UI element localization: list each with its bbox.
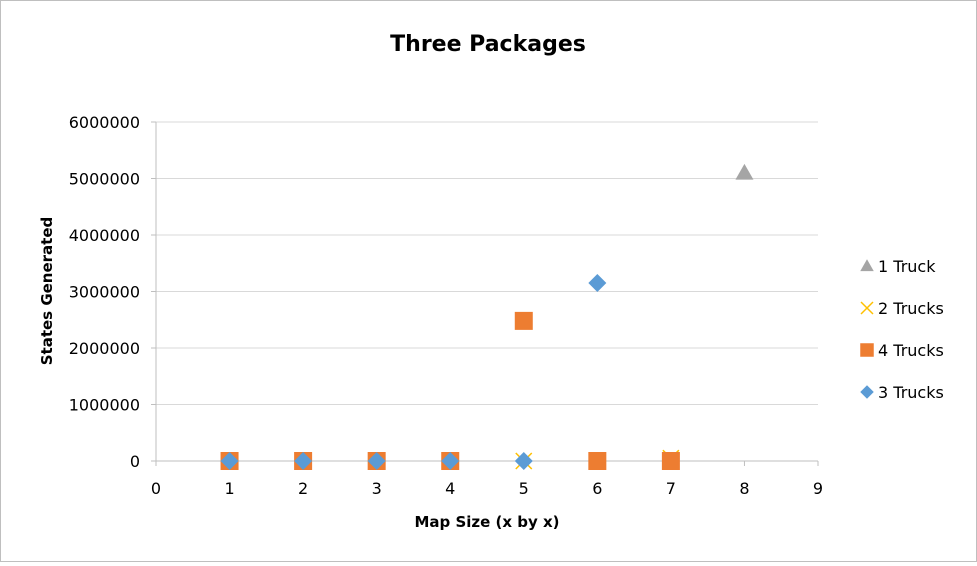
point-3-trucks-0: [220, 452, 239, 470]
y-tick-label-1: 1000000: [69, 396, 140, 415]
y-tick-label-0: 0: [130, 452, 140, 471]
x-tick-label-9: 9: [813, 479, 823, 498]
y-tick-label-2: 2000000: [69, 339, 140, 358]
x-tick-label-4: 4: [445, 479, 455, 498]
y-tick-label-3: 3000000: [69, 283, 140, 302]
legend-marker-1-truck: [860, 259, 874, 272]
x-tick-label-5: 5: [519, 479, 529, 498]
data-points: [220, 163, 754, 470]
x-axis-label: Map Size (x by x): [414, 513, 559, 531]
point-3-trucks-5: [588, 274, 607, 293]
point-3-trucks-1: [294, 452, 313, 470]
x-tick-label-3: 3: [372, 479, 382, 498]
x-tick-label-0: 0: [151, 479, 161, 498]
x-tick-label-8: 8: [739, 479, 749, 498]
point-1-truck-0: [735, 163, 754, 180]
y-tick-label-4: 4000000: [69, 226, 140, 245]
point-3-trucks-3: [441, 452, 460, 470]
grid-lines: [156, 121, 818, 405]
point-3-trucks-4: [514, 452, 533, 470]
legend-label-2-trucks: 2 Trucks: [878, 299, 944, 318]
x-tick-label-2: 2: [298, 479, 308, 498]
axes: 0 1000000 2000000 3000000 4000000 5000000 6000…: [69, 113, 823, 498]
y-tick-label-6: 6000000: [69, 113, 140, 132]
legend-marker-2-trucks-stroke-b: [860, 301, 874, 315]
x-tick-label-6: 6: [592, 479, 602, 498]
legend-marker-4-trucks: [860, 343, 874, 357]
point-3-trucks-2: [367, 452, 386, 470]
point-4-trucks-4: [514, 311, 533, 330]
x-tick-label-1: 1: [224, 479, 234, 498]
chart-title: Three Packages: [390, 32, 586, 57]
point-4-trucks-6: [661, 452, 680, 470]
legend-marker-3-trucks: [860, 385, 874, 399]
legend-label-4-trucks: 4 Trucks: [878, 341, 944, 360]
y-tick-label-5: 5000000: [69, 170, 140, 189]
legend-label-3-trucks: 3 Trucks: [878, 383, 944, 402]
legend-label-1-truck: 1 Truck: [878, 257, 936, 276]
point-4-trucks-5: [588, 452, 607, 470]
y-axis-label: States Generated: [38, 217, 56, 366]
x-tick-label-7: 7: [666, 479, 676, 498]
legend: 1 Truck 2 Trucks 4 Trucks 3 Trucks: [860, 257, 944, 402]
legend-marker-2-trucks: [860, 301, 874, 315]
